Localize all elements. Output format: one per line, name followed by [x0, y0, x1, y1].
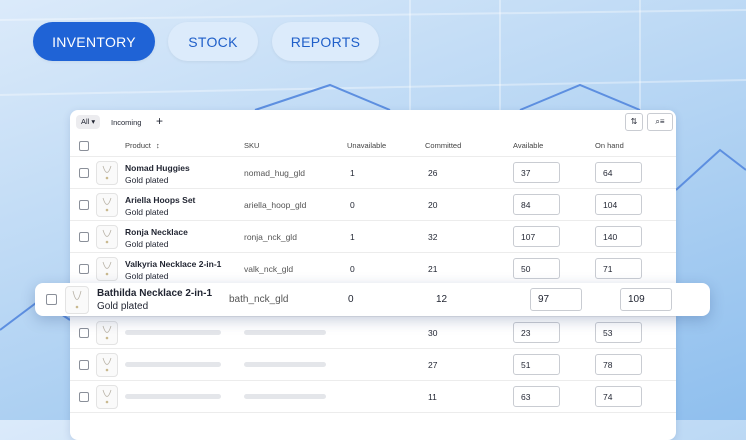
product-thumbnail: [96, 161, 118, 185]
tab[interactable]: INVENTORY: [33, 22, 155, 61]
sku: nomad_hug_gld: [244, 168, 305, 178]
row-checkbox[interactable]: [79, 328, 89, 338]
placeholder-row[interactable]: 27 51 78: [70, 348, 676, 381]
row-checkbox[interactable]: [79, 232, 89, 242]
product-name: Valkyria Necklace 2-in-1: [125, 259, 222, 269]
sort-button[interactable]: ⇅: [625, 113, 643, 131]
product-thumbnail: [96, 385, 118, 409]
table-row[interactable]: Valkyria Necklace 2-in-1 Gold plated valk_…: [70, 252, 676, 285]
row-checkbox[interactable]: [79, 392, 89, 402]
on-hand-input[interactable]: 71: [595, 258, 642, 279]
on-hand-input[interactable]: 74: [595, 386, 642, 407]
inventory-table: All ▾ Incoming + ⇅ ⌕≡ Product SKU Unavaila…: [70, 110, 676, 440]
placeholder-bar: [125, 362, 221, 367]
sort-icon: ↕: [156, 141, 160, 150]
select-all[interactable]: [79, 141, 89, 151]
column-header: SKU: [244, 141, 260, 150]
committed: 12: [436, 294, 448, 305]
placeholder-bar: [125, 330, 221, 335]
page: INVENTORY STOCK REPORTS All ▾ Incoming +…: [0, 0, 746, 420]
placeholder-row[interactable]: 11 63 74: [70, 380, 676, 413]
placeholder-bar: [244, 362, 326, 367]
column-header: On hand: [595, 141, 624, 150]
product-thumbnail: [96, 193, 118, 217]
sku: valk_nck_gld: [244, 264, 294, 274]
committed: 11: [428, 392, 437, 402]
placeholder-bar: [125, 394, 221, 399]
placeholder-bar: [244, 330, 326, 335]
sku: bath_nck_gld: [229, 294, 289, 305]
product-variant: Gold plated: [97, 301, 149, 312]
row-checkbox[interactable]: [79, 168, 89, 178]
on-hand-input[interactable]: 78: [595, 354, 642, 375]
on-hand-input[interactable]: 140: [595, 226, 642, 247]
sku: ronja_nck_gld: [244, 232, 297, 242]
search-filter-button[interactable]: ⌕≡: [647, 113, 673, 131]
row-checkbox[interactable]: [79, 264, 89, 274]
committed: 32: [428, 232, 438, 242]
product-variant: Gold plated: [125, 175, 169, 185]
sku: ariella_hoop_gld: [244, 200, 307, 210]
highlighted-row[interactable]: Bathilda Necklace 2-in-1 Gold plated bath_…: [35, 283, 710, 316]
product-thumbnail: [65, 286, 89, 314]
unavailable: 0: [350, 200, 355, 210]
unavailable: 1: [350, 232, 355, 242]
available-input[interactable]: 51: [513, 354, 560, 375]
add-view[interactable]: +: [156, 114, 164, 128]
product-variant: Gold plated: [125, 271, 169, 281]
table-row[interactable]: Ronja Necklace Gold plated ronja_nck_gld 1 3…: [70, 220, 676, 253]
unavailable: 1: [350, 168, 355, 178]
filter-chip[interactable]: All ▾: [76, 115, 101, 129]
available-input[interactable]: 107: [513, 226, 560, 247]
committed: 21: [428, 264, 438, 274]
committed: 27: [428, 360, 438, 370]
table-row-edge: [70, 412, 676, 440]
product-name: Ronja Necklace: [125, 227, 188, 237]
column-header: Unavailable: [347, 141, 387, 150]
product-thumbnail: [96, 225, 118, 249]
column-header[interactable]: Product: [125, 141, 151, 150]
on-hand-input[interactable]: 53: [595, 322, 642, 343]
product-variant: Gold plated: [125, 207, 169, 217]
row-checkbox[interactable]: [79, 360, 89, 370]
row-checkbox[interactable]: [79, 200, 89, 210]
product-variant: Gold plated: [125, 239, 169, 249]
background-art: [0, 83, 746, 331]
tab[interactable]: STOCK: [168, 22, 258, 61]
column-header: Committed: [425, 141, 462, 150]
row-checkbox[interactable]: [46, 294, 57, 305]
unavailable: 0: [350, 264, 355, 274]
table-row[interactable]: Nomad Huggies Gold plated nomad_hug_gld 1 26…: [70, 156, 676, 189]
tab[interactable]: REPORTS: [272, 22, 379, 61]
on-hand-input[interactable]: 109: [620, 288, 672, 311]
committed: 20: [428, 200, 438, 210]
product-name: Ariella Hoops Set: [125, 195, 196, 205]
incoming-tab[interactable]: Incoming: [111, 118, 142, 127]
product-thumbnail: [96, 321, 118, 345]
available-input[interactable]: 50: [513, 258, 560, 279]
table-row[interactable]: Ariella Hoops Set Gold plated ariella_hoop…: [70, 188, 676, 221]
committed: 30: [428, 328, 438, 338]
product-thumbnail: [96, 353, 118, 377]
available-input[interactable]: 63: [513, 386, 560, 407]
unavailable: 0: [348, 294, 354, 305]
product-name: Bathilda Necklace 2-in-1: [97, 288, 213, 299]
placeholder-bar: [244, 394, 326, 399]
available-input[interactable]: 23: [513, 322, 560, 343]
product-name: Nomad Huggies: [125, 163, 190, 173]
column-header: Available: [513, 141, 544, 150]
on-hand-input[interactable]: 104: [595, 194, 642, 215]
available-input[interactable]: 37: [513, 162, 560, 183]
product-thumbnail: [96, 257, 118, 281]
committed: 26: [428, 168, 438, 178]
filter-label: All: [81, 117, 90, 126]
placeholder-row[interactable]: 30 23 53: [70, 316, 676, 349]
available-input[interactable]: 84: [513, 194, 560, 215]
on-hand-input[interactable]: 64: [595, 162, 642, 183]
available-input[interactable]: 97: [530, 288, 582, 311]
